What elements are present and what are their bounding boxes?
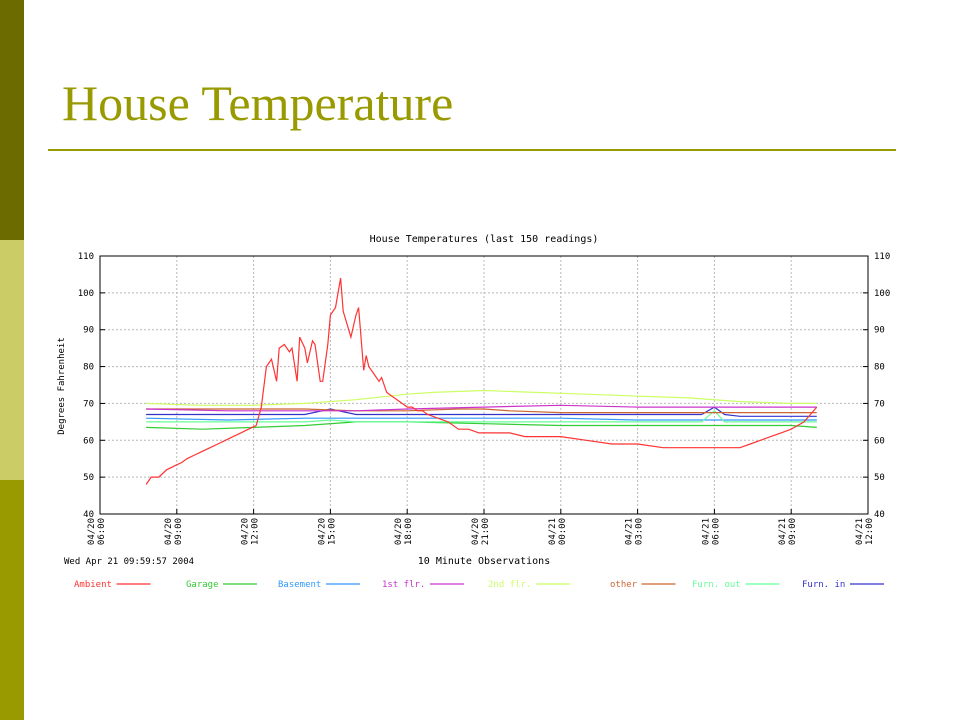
y-ticks-right: 40 50 60 70 80 90 100 110 [863, 252, 890, 520]
x-tick-label: 04/2103:00 [625, 518, 645, 545]
legend-label-1st-flr: 1st flr. [382, 580, 425, 590]
accent-band-mid [0, 480, 24, 720]
y-tick-label: 70 [83, 399, 94, 409]
y-tick-label: 50 [83, 473, 94, 483]
y-tick-label: 80 [83, 363, 94, 373]
series-line-furn-out [146, 409, 817, 423]
y-tick-label: 110 [874, 252, 890, 262]
series-line-1st-flr [146, 404, 817, 412]
y-tick-label: 40 [874, 510, 885, 520]
y-tick-label: 40 [83, 510, 94, 520]
y-tick-label: 70 [874, 399, 885, 409]
chart-image: House Temperatures (last 150 readings) D… [48, 226, 908, 598]
x-ticks: 04/2006:00 04/2009:00 04/2012:00 04/2015:00… [87, 509, 875, 545]
legend-label-furn-out: Furn. out [692, 580, 741, 590]
chart-legend: Ambient Garage Basement 1st flr. 2nd flr. oth… [74, 580, 884, 590]
chart-title: House Temperatures (last 150 readings) [370, 234, 599, 245]
x-tick-label: 04/2106:00 [701, 518, 721, 545]
legend-label-garage: Garage [186, 580, 219, 590]
x-axis-label: 10 Minute Observations [418, 556, 550, 567]
y-tick-label: 110 [78, 252, 94, 262]
legend-label-basement: Basement [278, 580, 321, 590]
series-line-ambient [145, 277, 818, 485]
x-tick-label: 04/2018:00 [394, 518, 414, 545]
x-tick-label: 04/2100:00 [548, 518, 568, 545]
legend-label-ambient: Ambient [74, 580, 112, 590]
legend-label-furn-in: Furn. in [802, 580, 845, 590]
series-line-other [146, 408, 817, 414]
y-tick-label: 90 [874, 326, 885, 336]
series-line-basement [146, 417, 817, 421]
y-axis-label: Degrees Fahrenheit [57, 337, 67, 435]
y-tick-label: 60 [874, 436, 885, 446]
accent-band-dark [0, 0, 24, 240]
chart-grid [100, 256, 868, 514]
y-tick-label: 80 [874, 363, 885, 373]
y-tick-label: 100 [78, 289, 94, 299]
series-line-furn-in [146, 406, 817, 417]
legend-label-2nd-flr: 2nd flr. [488, 580, 531, 590]
x-tick-label: 04/2015:00 [317, 518, 337, 545]
y-tick-label: 100 [874, 289, 890, 299]
chart-svg: House Temperatures (last 150 readings) D… [48, 226, 908, 598]
y-tick-label: 50 [874, 473, 885, 483]
legend-label-other: other [610, 580, 638, 590]
x-tick-label: 04/2009:00 [164, 518, 184, 545]
title-underline [48, 149, 896, 151]
y-tick-label: 90 [83, 326, 94, 336]
chart-series [145, 277, 818, 485]
accent-band-light [0, 240, 24, 480]
x-tick-label: 04/2021:00 [471, 518, 491, 545]
x-tick-label: 04/2006:00 [87, 518, 107, 545]
series-line-garage [146, 421, 817, 430]
chart-timestamp: Wed Apr 21 09:59:57 2004 [64, 557, 194, 567]
x-tick-label: 04/2112:00 [855, 518, 875, 545]
x-tick-label: 04/2109:00 [778, 518, 798, 545]
y-ticks-left: 40 50 60 70 80 90 100 110 [78, 252, 105, 520]
y-tick-label: 60 [83, 436, 94, 446]
series-line-2nd-flr [146, 389, 817, 406]
slide-title: House Temperature [62, 75, 454, 131]
x-tick-label: 04/2012:00 [241, 518, 261, 545]
